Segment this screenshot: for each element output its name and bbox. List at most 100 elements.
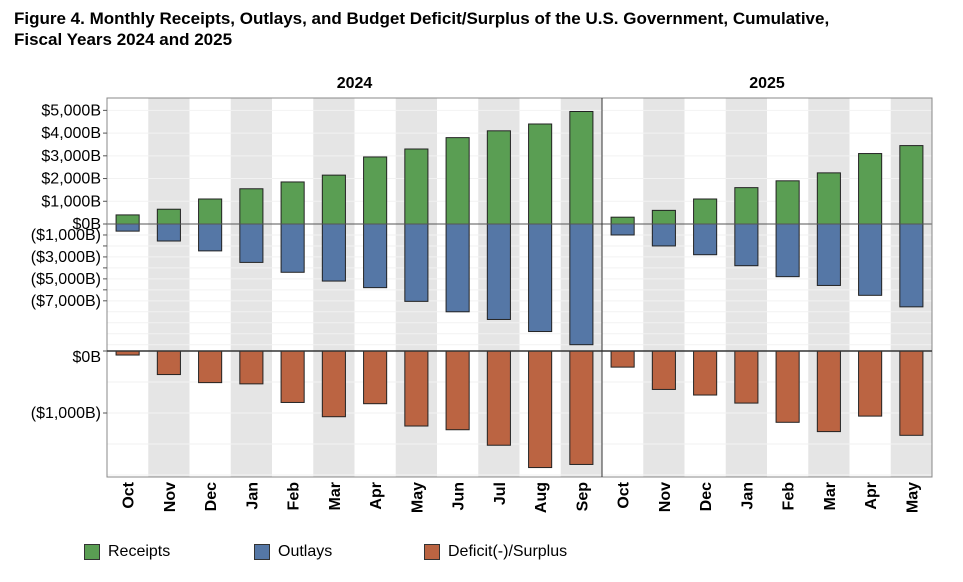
y-tick-label: $2,000B	[41, 171, 101, 188]
receipts-bar	[156, 208, 181, 225]
receipts-bar	[858, 153, 883, 225]
month-label: Jan	[244, 482, 261, 510]
outlays-bar	[734, 223, 759, 267]
month-band	[230, 98, 272, 477]
deficit-bar	[486, 350, 511, 446]
outlays-bar	[610, 223, 635, 236]
month-label: Apr	[368, 482, 385, 510]
legend-label-outlays: Outlays	[278, 543, 333, 560]
legend-item-deficit: Deficit(-)/Surplus	[424, 543, 567, 561]
receipts-bar	[486, 130, 511, 225]
deficit-bar	[693, 350, 718, 396]
month-label: Jul	[492, 482, 509, 505]
month-label: May	[904, 482, 921, 513]
outlays-bar	[404, 223, 429, 302]
y-tick-label: ($3,000B)	[31, 249, 101, 266]
y-tick-label: ($5,000B)	[31, 271, 101, 288]
deficit-bar	[363, 350, 388, 405]
y-tick-label: ($7,000B)	[31, 293, 101, 310]
month-label: Jun	[451, 482, 468, 510]
receipts-bar	[404, 148, 429, 225]
y-tick-label: ($1,000B)	[31, 227, 101, 244]
month-label: Aug	[533, 482, 550, 513]
outlays-bar	[569, 223, 594, 346]
outlays-bar	[280, 223, 305, 273]
month-label: Dec	[698, 482, 715, 511]
y-tick-label: ($1,000B)	[31, 405, 101, 422]
deficit-bar	[899, 350, 924, 436]
outlays-bar	[528, 223, 553, 333]
outlays-bar	[321, 223, 346, 282]
deficit-bar	[651, 350, 676, 390]
outlays-bar	[651, 223, 676, 247]
month-label: Oct	[616, 481, 633, 508]
outlays-bar	[775, 223, 800, 278]
month-band	[643, 98, 685, 477]
month-band	[725, 98, 767, 477]
outlays-bar	[858, 223, 883, 296]
legend-label-deficit: Deficit(-)/Surplus	[448, 543, 568, 560]
legend-swatch-outlays	[254, 544, 270, 560]
deficit-bar	[156, 350, 181, 376]
legend: Receipts Outlays Deficit(-)/Surplus	[0, 543, 963, 567]
receipts-bar	[734, 187, 759, 225]
y-tick-label: $0B	[73, 216, 101, 233]
month-label: Oct	[121, 481, 138, 508]
deficit-bar	[569, 350, 594, 465]
month-label: Sep	[574, 482, 591, 512]
year-header: 2025	[749, 75, 785, 92]
receipts-bar	[239, 188, 264, 225]
deficit-bar	[198, 350, 223, 384]
receipts-bar	[610, 216, 635, 225]
receipts-bar	[899, 145, 924, 225]
y-tick-label: $1,000B	[41, 193, 101, 210]
outlays-bar	[899, 223, 924, 308]
receipts-bar	[569, 111, 594, 225]
deficit-bar	[858, 350, 883, 417]
legend-swatch-receipts	[84, 544, 100, 560]
outlays-bar	[693, 223, 718, 256]
outlays-bar	[198, 223, 223, 252]
receipts-bar	[816, 172, 841, 225]
plot-frame	[106, 97, 933, 478]
deficit-bar	[280, 350, 305, 403]
y-tick-label: $0B	[73, 349, 101, 366]
receipts-bar	[198, 198, 223, 225]
month-label: Jan	[739, 482, 756, 510]
receipts-bar	[651, 209, 676, 225]
deficit-bar	[239, 350, 264, 385]
outlays-bar	[239, 223, 264, 263]
legend-item-outlays: Outlays	[254, 543, 332, 561]
deficit-bar	[528, 350, 553, 469]
receipts-bar	[528, 123, 553, 225]
month-label: Nov	[162, 482, 179, 512]
outlays-bar	[486, 223, 511, 320]
receipts-bar	[693, 198, 718, 225]
month-band	[148, 98, 190, 477]
receipts-bar	[775, 180, 800, 225]
receipts-bar	[363, 156, 388, 225]
month-label: Dec	[203, 482, 220, 511]
month-label: Mar	[327, 482, 344, 510]
month-label: Feb	[286, 482, 303, 511]
deficit-bar	[445, 350, 470, 431]
outlays-bar	[363, 223, 388, 289]
deficit-bar	[610, 350, 635, 368]
month-label: Mar	[822, 482, 839, 510]
receipts-bar	[115, 214, 140, 225]
receipts-bar	[445, 137, 470, 225]
deficit-bar	[404, 350, 429, 427]
legend-swatch-deficit	[424, 544, 440, 560]
legend-item-receipts: Receipts	[84, 543, 170, 561]
receipts-bar	[280, 181, 305, 225]
chart-title: Figure 4. Monthly Receipts, Outlays, and…	[14, 9, 830, 49]
month-label: Nov	[657, 482, 674, 512]
month-label: Feb	[781, 482, 798, 511]
deficit-bar	[734, 350, 759, 404]
outlays-bar	[445, 223, 470, 313]
month-label: May	[409, 482, 426, 513]
year-header: 2024	[337, 75, 373, 92]
legend-label-receipts: Receipts	[108, 543, 171, 560]
outlays-bar	[816, 223, 841, 286]
